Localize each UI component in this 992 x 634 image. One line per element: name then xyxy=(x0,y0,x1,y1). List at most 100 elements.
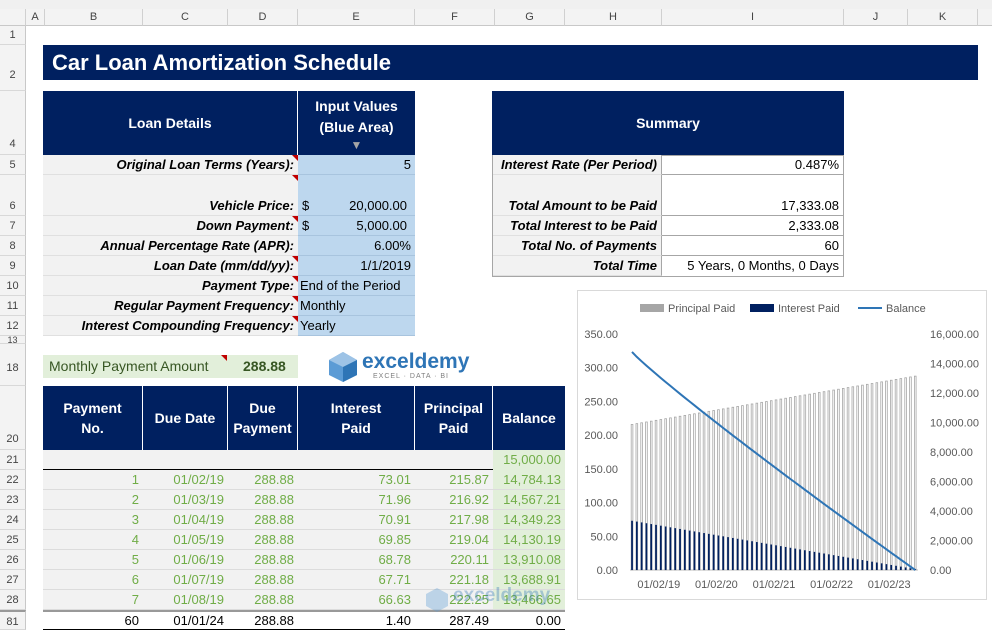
col-header-f[interactable]: F xyxy=(415,9,495,26)
cell-interest-paid[interactable]: 73.01 xyxy=(378,472,411,487)
cell-balance[interactable]: 13,466.65 xyxy=(493,590,565,609)
cell-balance[interactable]: 13,910.08 xyxy=(493,550,565,569)
cell-due-payment[interactable]: 288.88 xyxy=(254,512,294,527)
row-header-4[interactable]: 4 xyxy=(0,91,26,155)
row-header-9[interactable]: 9 xyxy=(0,256,26,276)
payment-type-select[interactable]: End of the Period xyxy=(298,276,415,296)
summary-total-interest-value[interactable]: 2,333.08 xyxy=(662,216,843,236)
row-header-6[interactable]: 6 xyxy=(0,175,26,216)
cell-due-date[interactable]: 01/07/19 xyxy=(173,572,224,587)
schedule-header-due-date[interactable]: Due Date xyxy=(143,386,228,450)
row-header-13[interactable]: 13 xyxy=(0,336,26,345)
cell-payment-no[interactable]: 60 xyxy=(124,613,139,628)
comment-indicator-icon[interactable] xyxy=(292,276,298,282)
row-header-5[interactable]: 5 xyxy=(0,155,26,175)
cell-principal-paid[interactable]: 219.04 xyxy=(449,532,489,547)
cell-principal-paid[interactable]: 216.92 xyxy=(449,492,489,507)
cell-due-payment[interactable]: 288.88 xyxy=(254,492,294,507)
cell-balance[interactable]: 14,130.19 xyxy=(493,530,565,549)
cell-due-payment[interactable]: 288.88 xyxy=(254,572,294,587)
col-header-d[interactable]: D xyxy=(228,9,298,26)
col-header-k[interactable]: K xyxy=(908,9,978,26)
row-header-81[interactable]: 81 xyxy=(0,610,26,630)
row-header-7[interactable]: 7 xyxy=(0,216,26,236)
cell-interest-paid[interactable]: 68.78 xyxy=(378,552,411,567)
col-header-e[interactable]: E xyxy=(298,9,415,26)
compounding-frequency-select[interactable]: Yearly xyxy=(298,316,415,336)
down-payment-input[interactable]: $ 5,000.00 xyxy=(298,216,415,236)
row-header-27[interactable]: 27 xyxy=(0,570,26,590)
row-header-12[interactable]: 12 xyxy=(0,316,26,336)
schedule-header-interest-paid[interactable]: Interest Paid xyxy=(298,386,415,450)
comment-indicator-icon[interactable] xyxy=(221,355,227,361)
col-header-c[interactable]: C xyxy=(143,9,228,26)
row-header-22[interactable]: 22 xyxy=(0,470,26,490)
payment-frequency-select[interactable]: Monthly xyxy=(298,296,415,316)
cell-due-date[interactable]: 01/05/19 xyxy=(173,532,224,547)
row-header-18[interactable]: 18 xyxy=(0,344,26,386)
cell-principal-paid[interactable]: 287.49 xyxy=(449,613,489,628)
cell-due-payment[interactable]: 288.88 xyxy=(254,592,294,607)
cell-principal-paid[interactable]: 217.98 xyxy=(449,512,489,527)
cell-balance[interactable]: 14,567.21 xyxy=(493,490,565,509)
loan-date-input[interactable]: 1/1/2019 xyxy=(298,256,415,276)
row-header-10[interactable]: 10 xyxy=(0,276,26,296)
summary-total-amount-value[interactable]: 17,333.08 xyxy=(662,175,843,216)
cell-interest-paid[interactable]: 69.85 xyxy=(378,532,411,547)
summary-payments-value[interactable]: 60 xyxy=(662,236,843,256)
schedule-header-balance[interactable]: Balance xyxy=(493,386,565,450)
cell-interest-paid[interactable]: 70.91 xyxy=(378,512,411,527)
cell-principal-paid[interactable]: 220.11 xyxy=(450,552,489,567)
comment-indicator-icon[interactable] xyxy=(292,296,298,302)
row-header-21[interactable]: 21 xyxy=(0,450,26,470)
cell-balance[interactable]: 14,349.23 xyxy=(493,510,565,529)
monthly-payment-value[interactable]: 288.88 xyxy=(243,358,286,374)
cell-balance[interactable]: 14,784.13 xyxy=(493,470,565,489)
cell-due-payment[interactable]: 288.88 xyxy=(254,532,294,547)
summary-rate-value[interactable]: 0.487% xyxy=(662,155,843,175)
col-header-i[interactable]: I xyxy=(662,9,844,26)
apr-input[interactable]: 6.00% xyxy=(298,236,415,256)
row-header-20[interactable]: 20 xyxy=(0,386,26,450)
comment-indicator-icon[interactable] xyxy=(292,316,298,322)
cell-due-payment[interactable]: 288.88 xyxy=(254,613,294,628)
cell-payment-no[interactable]: 1 xyxy=(131,472,139,487)
cell-principal-paid[interactable]: 222.25 xyxy=(449,592,489,607)
cell-due-date[interactable]: 01/08/19 xyxy=(173,592,224,607)
col-header-h[interactable]: H xyxy=(565,9,662,26)
cell-payment-no[interactable]: 3 xyxy=(131,512,139,527)
select-all-corner[interactable] xyxy=(0,9,26,26)
cell-balance[interactable]: 13,688.91 xyxy=(493,570,565,589)
cell-interest-paid[interactable]: 67.71 xyxy=(378,572,411,587)
row-header-23[interactable]: 23 xyxy=(0,490,26,510)
row-header-2[interactable]: 2 xyxy=(0,45,26,91)
row-header-25[interactable]: 25 xyxy=(0,530,26,550)
comment-indicator-icon[interactable] xyxy=(292,256,298,262)
cell-due-date[interactable]: 01/03/19 xyxy=(173,492,224,507)
row-header-26[interactable]: 26 xyxy=(0,550,26,570)
cell-due-date[interactable]: 01/06/19 xyxy=(173,552,224,567)
initial-balance-value[interactable]: 15,000.00 xyxy=(493,450,565,470)
col-header-j[interactable]: J xyxy=(844,9,908,26)
cell-payment-no[interactable]: 7 xyxy=(131,592,139,607)
cell-due-payment[interactable]: 288.88 xyxy=(254,472,294,487)
row-header-1[interactable]: 1 xyxy=(0,26,26,45)
cell-interest-paid[interactable]: 1.40 xyxy=(385,613,411,628)
schedule-header-payment-no[interactable]: Payment No. xyxy=(43,386,143,450)
cell-payment-no[interactable]: 4 xyxy=(131,532,139,547)
comment-indicator-icon[interactable] xyxy=(292,216,298,222)
row-header-24[interactable]: 24 xyxy=(0,510,26,530)
comment-indicator-icon[interactable] xyxy=(292,175,298,181)
col-header-b[interactable]: B xyxy=(45,9,143,26)
cell-payment-no[interactable]: 5 xyxy=(131,552,139,567)
comment-indicator-icon[interactable] xyxy=(292,155,298,161)
amortization-chart[interactable]: 0.00 50.00 100.00 150.00 200.00 250.00 300.00 3… xyxy=(577,290,987,600)
cell-due-date[interactable]: 01/01/24 xyxy=(173,613,224,628)
row-header-8[interactable]: 8 xyxy=(0,236,26,256)
cell-balance[interactable]: 0.00 xyxy=(535,613,561,628)
vehicle-price-input[interactable]: $ 20,000.00 xyxy=(298,175,415,216)
cell-due-date[interactable]: 01/02/19 xyxy=(173,472,224,487)
col-header-a[interactable]: A xyxy=(26,9,45,26)
cell-principal-paid[interactable]: 215.87 xyxy=(449,472,489,487)
col-header-g[interactable]: G xyxy=(495,9,565,26)
